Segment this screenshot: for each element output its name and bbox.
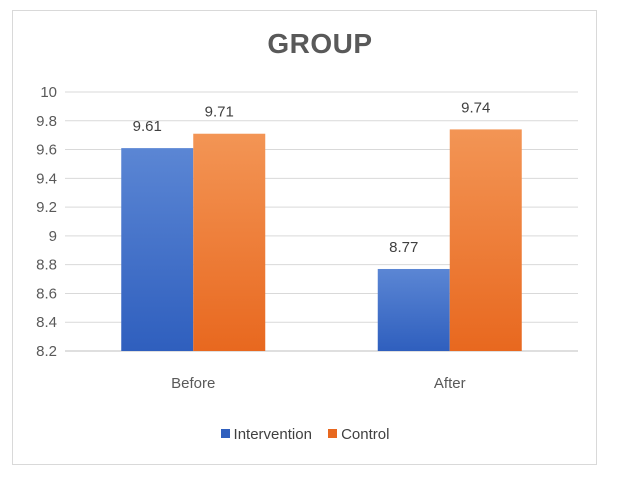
y-tick-label: 8.2 (36, 343, 57, 360)
y-tick-label: 8.4 (36, 314, 57, 331)
data-label: 9.71 (205, 104, 234, 121)
legend-label-control: Control (341, 426, 390, 443)
legend-item-intervention: Intervention (220, 426, 312, 443)
y-tick-label: 9 (49, 228, 57, 245)
data-label: 8.77 (389, 239, 418, 256)
y-tick-label: 9.8 (36, 113, 57, 130)
y-tick-label: 8.8 (36, 257, 57, 274)
y-tick-label: 9.2 (36, 199, 57, 216)
bar-control-after (449, 129, 522, 351)
x-tick-label: After (434, 375, 466, 392)
y-tick-label: 9.6 (36, 142, 57, 159)
bars (121, 129, 522, 351)
legend: Intervention Control (0, 426, 610, 443)
x-axis-ticks: Before After (171, 375, 465, 392)
bar-control-before (193, 133, 266, 351)
chart-title: GROUP (267, 28, 373, 59)
legend-swatch-control (328, 428, 338, 438)
legend-item-control: Control (328, 426, 389, 443)
y-tick-label: 9.4 (36, 170, 57, 187)
legend-label-intervention: Intervention (233, 426, 312, 443)
legend-swatch-intervention (220, 428, 230, 438)
y-tick-label: 10 (40, 84, 57, 101)
y-tick-label: 8.6 (36, 285, 57, 302)
bar-intervention-before (121, 148, 194, 351)
y-axis-ticks: 8.2 8.4 8.6 8.8 9 9.2 9.4 9.6 9.8 10 (36, 84, 57, 360)
data-label: 9.74 (461, 99, 490, 116)
bar-intervention-after (377, 268, 450, 351)
data-labels: 9.61 9.71 8.77 9.74 (133, 99, 491, 256)
x-tick-label: Before (171, 375, 215, 392)
data-label: 9.61 (133, 118, 162, 135)
